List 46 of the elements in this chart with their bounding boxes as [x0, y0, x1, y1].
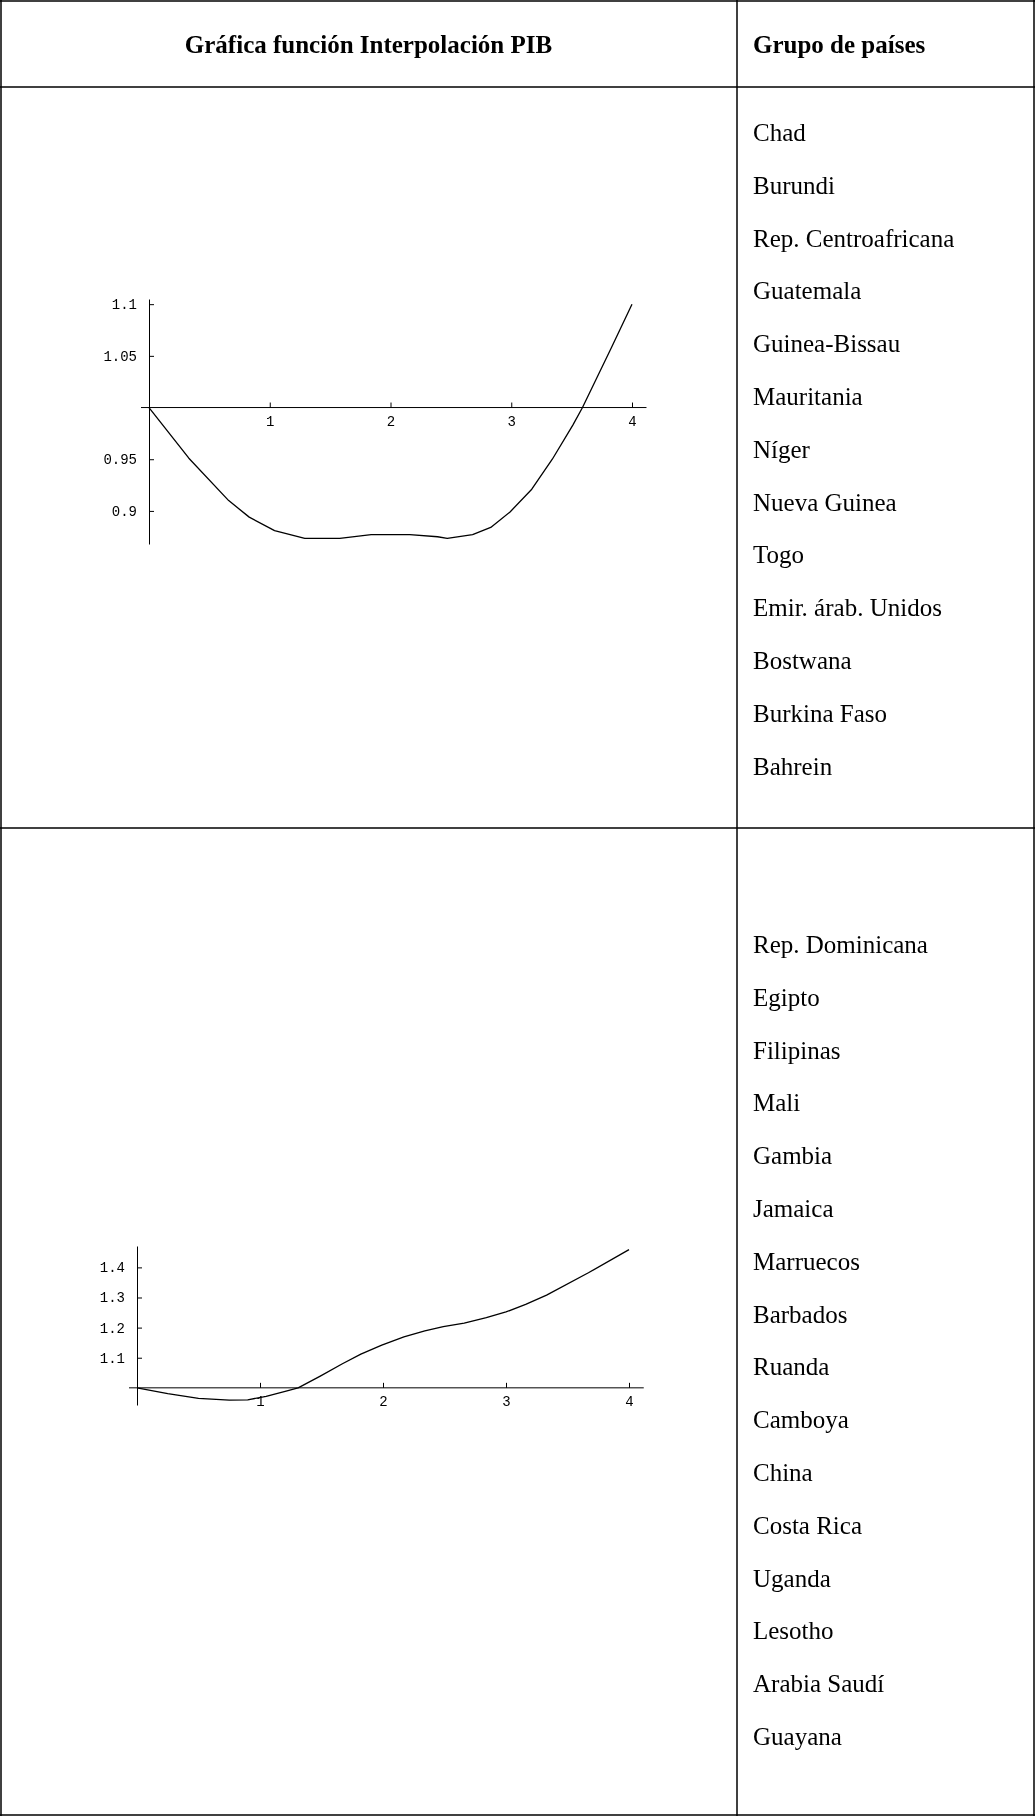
chart-title: Gráfica función Interpolación PIB: [184, 31, 553, 58]
x-tick-label: 3: [507, 413, 516, 430]
text: Marruecos: [753, 1247, 860, 1275]
text: Guinea-Bissau: [753, 330, 901, 358]
text: Bostwana: [753, 647, 852, 674]
x-tick-label: 3: [502, 1394, 511, 1411]
text: Uganda: [753, 1564, 831, 1592]
y-tick-label: 1.1: [111, 297, 137, 314]
text: Grupo de países: [753, 31, 926, 58]
y-tick-label: 1.4: [99, 1260, 125, 1277]
text: Guayana: [753, 1723, 842, 1750]
y-tick-label: 1.2: [99, 1320, 125, 1337]
text: Camboya: [753, 1406, 849, 1434]
text: Mali: [753, 1089, 801, 1117]
x-tick-label: 1: [266, 413, 275, 430]
text: Egipto: [753, 983, 820, 1011]
y-tick-label: 0.9: [111, 503, 137, 520]
text: Chad: [753, 119, 807, 146]
y-tick-label: 1.3: [99, 1290, 125, 1307]
text: Emir. árab. Unidos: [753, 594, 942, 622]
text: Filipinas: [753, 1036, 841, 1064]
text: Bahrein: [753, 752, 833, 780]
x-tick-label: 4: [625, 1394, 634, 1411]
text: Barbados: [753, 1300, 848, 1328]
y-tick-label: 1.1: [99, 1350, 125, 1367]
text: Nueva Guinea: [753, 488, 897, 516]
text: Burundi: [753, 171, 835, 199]
y-tick-label: 1.05: [103, 348, 137, 365]
text: Rep. Dominicana: [753, 931, 928, 958]
x-tick-label: 4: [628, 413, 637, 430]
text: Guatemala: [753, 277, 862, 305]
text: Lesotho: [753, 1617, 834, 1645]
text: China: [753, 1459, 813, 1486]
text: Togo: [753, 541, 805, 569]
text: Rep. Centroafricana: [753, 224, 955, 252]
text: Arabia Saudí: [753, 1670, 885, 1698]
x-tick-label: 2: [379, 1394, 388, 1411]
text: Gambia: [753, 1142, 833, 1170]
text: Costa Rica: [753, 1511, 863, 1539]
y-tick-label: 0.95: [103, 452, 137, 469]
text: Níger: [753, 435, 811, 463]
text: Jamaica: [753, 1195, 834, 1222]
text: Ruanda: [753, 1353, 830, 1381]
x-tick-label: 2: [386, 413, 396, 430]
text: Burkina Faso: [753, 699, 888, 727]
text: Mauritania: [753, 383, 863, 410]
